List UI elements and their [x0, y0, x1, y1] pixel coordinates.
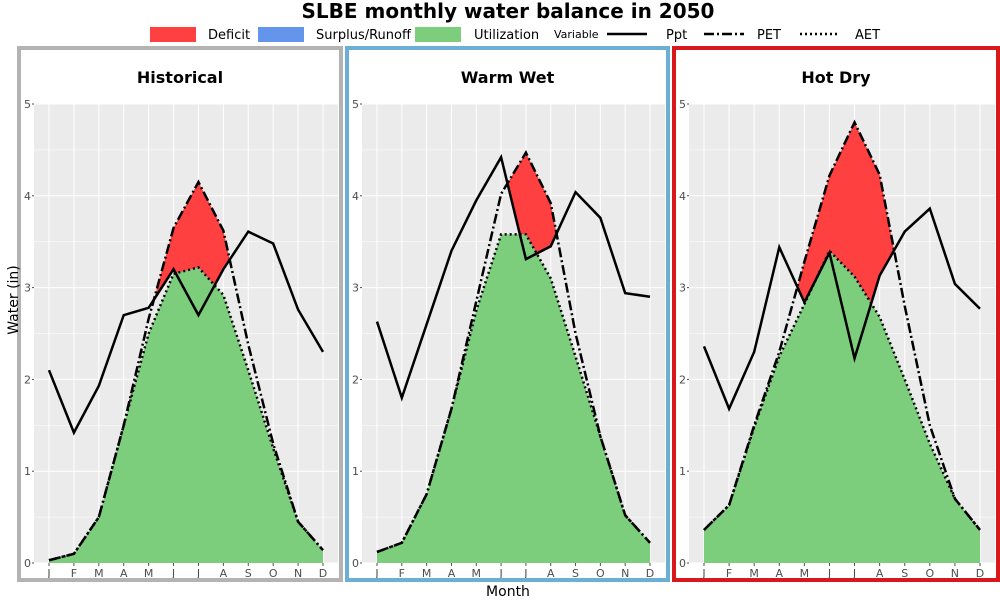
x-tick-label: N — [951, 567, 959, 580]
panel: 0 1 2 3 4 5 J F M A M J J A S O N D Hot Dry — [672, 46, 1000, 582]
legend: Deficit Surplus/Runoff Utilization Variable… — [150, 27, 880, 43]
legend-label: PET — [757, 28, 781, 43]
panel: 0 1 2 3 4 5 J F M A M J J A S O N D Warm Wet — [345, 46, 670, 582]
x-tick-label: S — [245, 567, 252, 580]
y-tick-label: 5 — [24, 98, 31, 111]
legend-label: Utilization — [474, 28, 539, 43]
y-tick-label: 4 — [352, 190, 359, 203]
x-tick-label: S — [572, 567, 579, 580]
legend-label: Deficit — [208, 28, 250, 43]
x-tick-label: M — [749, 567, 759, 580]
x-tick-label: M — [94, 567, 104, 580]
panel-title: Warm Wet — [461, 68, 555, 87]
y-tick-label: 5 — [679, 98, 686, 111]
panels: 0 1 2 3 4 5 J F M A M J J A S O N D Historical 0 1 2 3 4 5 J F M A M J… — [17, 46, 1000, 582]
x-tick-label: D — [646, 567, 654, 580]
y-tick-label: 3 — [679, 282, 686, 295]
x-tick-label: J — [374, 567, 378, 580]
ppt-line — [702, 206, 981, 412]
panel-border — [345, 46, 670, 582]
x-tick-label: F — [71, 567, 77, 580]
x-tick-label: J — [46, 567, 50, 580]
x-tick-label: J — [852, 567, 856, 580]
y-axis-title: Water (in) — [6, 265, 22, 335]
pet-line — [703, 119, 981, 531]
y-tick-label: 1 — [352, 465, 359, 478]
x-tick-label: J — [498, 567, 502, 580]
x-tick-label: A — [448, 567, 456, 580]
y-tick-label: 5 — [352, 98, 359, 111]
ppt-line — [375, 153, 651, 402]
x-tick-label: F — [726, 567, 732, 580]
legend-swatch — [415, 27, 461, 42]
legend-line-title: Variable — [554, 28, 599, 41]
x-axis-title: Month — [486, 584, 530, 600]
x-tick-label: M — [472, 567, 482, 580]
x-tick-label: M — [800, 567, 810, 580]
y-tick-label: 4 — [24, 190, 31, 203]
x-tick-label: O — [269, 567, 278, 580]
legend-swatch — [150, 27, 196, 42]
legend-label: Ppt — [666, 28, 687, 43]
legend-label: Surplus/Runoff — [316, 28, 412, 43]
utilization-area — [704, 250, 980, 563]
y-tick-label: 4 — [679, 190, 686, 203]
panel-title: Hot Dry — [801, 68, 871, 87]
panel-border — [672, 46, 1000, 582]
panel-title: Historical — [137, 68, 223, 87]
y-tick-label: 0 — [352, 557, 359, 570]
x-tick-label: A — [120, 567, 128, 580]
x-tick-label: A — [547, 567, 555, 580]
x-tick-label: A — [776, 567, 784, 580]
y-tick-label: 2 — [24, 373, 31, 386]
legend-label: AET — [855, 28, 880, 43]
x-tick-label: N — [621, 567, 629, 580]
x-tick-label: J — [171, 567, 175, 580]
y-tick-label: 1 — [24, 465, 31, 478]
x-tick-label: J — [196, 567, 200, 580]
y-tick-label: 3 — [24, 282, 31, 295]
x-tick-label: S — [901, 567, 908, 580]
x-tick-label: M — [422, 567, 432, 580]
utilization-area — [49, 267, 323, 563]
x-tick-label: A — [876, 567, 884, 580]
pet-line — [48, 179, 324, 562]
x-tick-label: D — [319, 567, 327, 580]
panel-border — [17, 46, 343, 582]
x-tick-label: D — [976, 567, 984, 580]
pet-line — [376, 150, 651, 554]
x-tick-label: J — [701, 567, 705, 580]
y-tick-label: 2 — [679, 373, 686, 386]
x-tick-label: O — [596, 567, 605, 580]
utilization-area — [377, 234, 650, 563]
legend-swatch — [258, 27, 304, 42]
x-tick-label: J — [827, 567, 831, 580]
deficit-area — [704, 122, 980, 409]
y-tick-label: 3 — [352, 282, 359, 295]
y-tick-label: 0 — [24, 557, 31, 570]
x-tick-label: M — [144, 567, 154, 580]
x-tick-label: F — [399, 567, 405, 580]
ppt-line — [47, 230, 325, 436]
y-tick-label: 0 — [679, 557, 686, 570]
y-tick-label: 1 — [679, 465, 686, 478]
x-tick-label: N — [294, 567, 302, 580]
chart-title: SLBE monthly water balance in 2050 — [302, 0, 715, 23]
deficit-area — [49, 182, 323, 433]
y-tick-label: 2 — [352, 373, 359, 386]
x-tick-label: O — [925, 567, 934, 580]
x-tick-label: J — [523, 567, 527, 580]
panel: 0 1 2 3 4 5 J F M A M J J A S O N D Historical — [17, 46, 343, 582]
x-tick-label: A — [220, 567, 228, 580]
